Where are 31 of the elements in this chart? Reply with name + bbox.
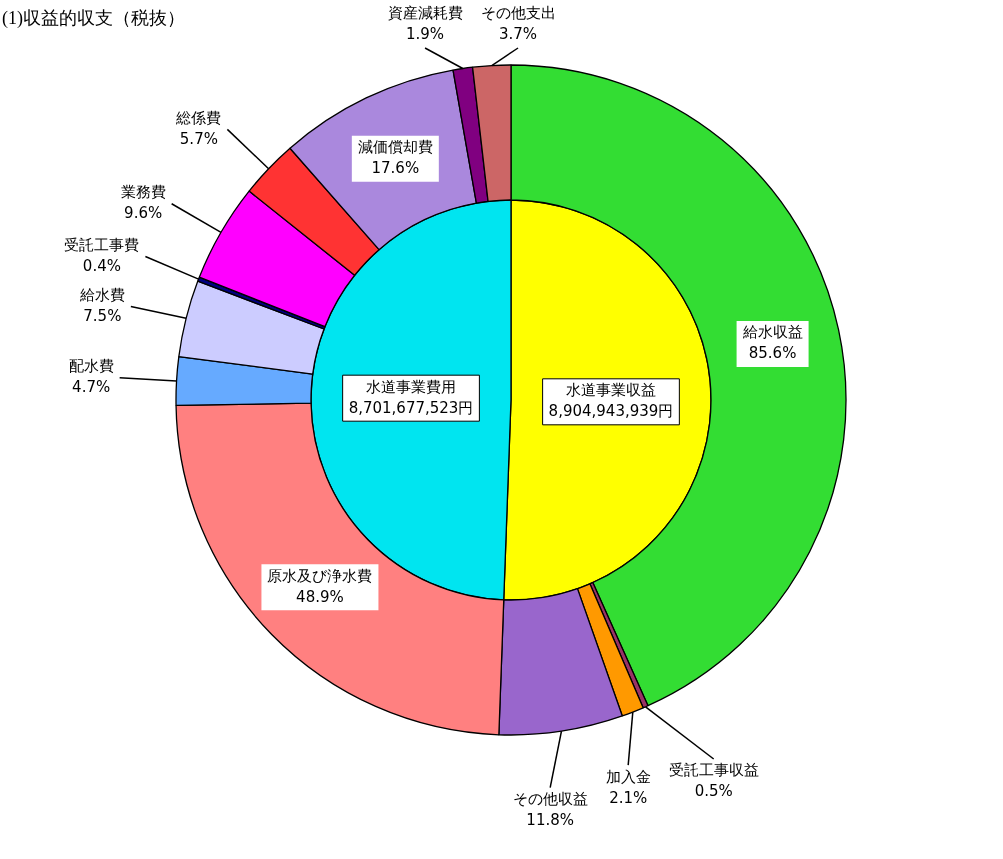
data-label: 4.7%	[72, 378, 111, 397]
slice-label: 減価償却費	[357, 138, 433, 157]
slice-label: 加入金	[605, 767, 651, 786]
slice-label: 資産減耗費	[387, 4, 463, 23]
data-label: 85.6%	[748, 344, 797, 363]
data-label: 17.6%	[371, 159, 420, 178]
slice-label: 水道事業収益	[565, 381, 656, 400]
data-label: 5.7%	[179, 129, 218, 148]
data-label: 48.9%	[296, 587, 344, 606]
data-label: 11.8%	[526, 810, 575, 829]
slice-label: その他収益	[512, 789, 588, 808]
data-label: 1.9%	[405, 25, 445, 44]
slice-label: その他支出	[480, 4, 556, 23]
slice-label: 水道事業費用	[366, 377, 457, 396]
data-label: 0.4%	[82, 256, 121, 275]
slice-label: 受託工事収益	[668, 761, 759, 780]
data-label: 9.6%	[124, 204, 163, 223]
text: (1)収益的収支（税抜）	[2, 7, 185, 30]
data-label: 8,701,677,523円	[348, 398, 474, 417]
slice-label: 配水費	[68, 357, 114, 376]
slice-label: 原水及び浄水費	[267, 566, 373, 585]
data-label: 8,904,943,939円	[548, 402, 674, 421]
data-label: 7.5%	[83, 306, 122, 325]
slice-label: 総係費	[175, 108, 222, 127]
data-label: 2.1%	[609, 788, 648, 807]
slice-label: 給水費	[78, 285, 125, 304]
slice-label: 給水収益	[741, 323, 803, 342]
data-label: 0.5%	[694, 782, 733, 801]
slice-label: 業務費	[120, 183, 166, 202]
data-label: 3.7%	[498, 25, 538, 44]
slice-label: 受託工事費	[64, 235, 140, 254]
